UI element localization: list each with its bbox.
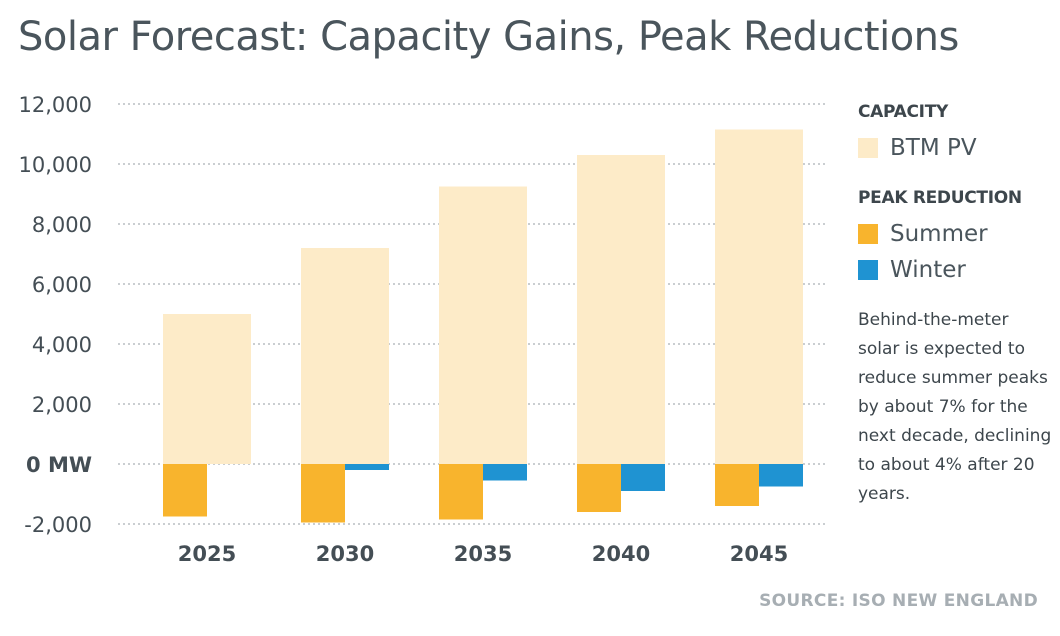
winter-bar-2035: [483, 464, 527, 481]
btm-pv-bar-2045: [715, 129, 803, 464]
legend-swatch-summer: [858, 224, 878, 244]
btm-pv-bar-2040: [577, 155, 665, 464]
btm-pv-bar-2030: [301, 248, 389, 464]
x-tick-label-2040: 2040: [592, 542, 650, 566]
chart-note: Behind-the-meter solar is expected to re…: [858, 310, 1052, 504]
x-tick-label-2035: 2035: [454, 542, 512, 566]
x-tick-label-2030: 2030: [316, 542, 374, 566]
legend-label-winter: Winter: [890, 257, 966, 283]
legend-peak-heading: PEAK REDUCTION: [858, 188, 1022, 208]
y-tick-label: 2,000: [32, 393, 92, 417]
legend-label-btm-pv: BTM PV: [890, 135, 977, 161]
btm-pv-bar-2035: [439, 186, 527, 464]
btm-pv-bar-2025: [163, 314, 251, 464]
bars: [163, 129, 803, 523]
y-tick-label: 0 MW: [26, 453, 92, 477]
legend-label-summer: Summer: [890, 221, 988, 247]
legend-item-btm-pv: BTM PV: [858, 130, 1054, 166]
bar-chart: 12,000 10,000 8,000 6,000 4,000 2,000 0 MW -2,0…: [19, 93, 828, 566]
y-tick-label: 4,000: [32, 333, 92, 357]
y-tick-label: -2,000: [24, 513, 92, 537]
winter-bar-2045: [759, 464, 803, 487]
legend: CAPACITY BTM PV PEAK REDUCTION Summer Wi…: [858, 102, 1054, 509]
y-tick-label: 12,000: [19, 93, 92, 117]
winter-bar-2030: [345, 464, 389, 470]
y-tick-label: 8,000: [32, 213, 92, 237]
legend-swatch-btm-pv: [858, 138, 878, 158]
winter-bar-2040: [621, 464, 665, 491]
x-tick-label-2045: 2045: [730, 542, 788, 566]
legend-item-summer: Summer: [858, 216, 1054, 252]
summer-bar-2040: [577, 464, 621, 512]
legend-capacity-heading: CAPACITY: [858, 102, 948, 122]
summer-bar-2035: [439, 464, 483, 520]
source-credit: SOURCE: ISO NEW ENGLAND: [759, 591, 1038, 611]
y-tick-label: 10,000: [19, 153, 92, 177]
x-tick-label-2025: 2025: [178, 542, 236, 566]
legend-swatch-winter: [858, 260, 878, 280]
summer-bar-2025: [163, 464, 207, 517]
chart-title: Solar Forecast: Capacity Gains, Peak Red…: [18, 14, 959, 60]
summer-bar-2045: [715, 464, 759, 506]
summer-bar-2030: [301, 464, 345, 523]
legend-item-winter: Winter: [858, 252, 1054, 288]
y-tick-label: 6,000: [32, 273, 92, 297]
x-axis-ticks: 2025 2030 2035 2040 2045: [178, 542, 788, 566]
y-axis-ticks: 12,000 10,000 8,000 6,000 4,000 2,000 0 MW -2,0…: [19, 93, 92, 537]
